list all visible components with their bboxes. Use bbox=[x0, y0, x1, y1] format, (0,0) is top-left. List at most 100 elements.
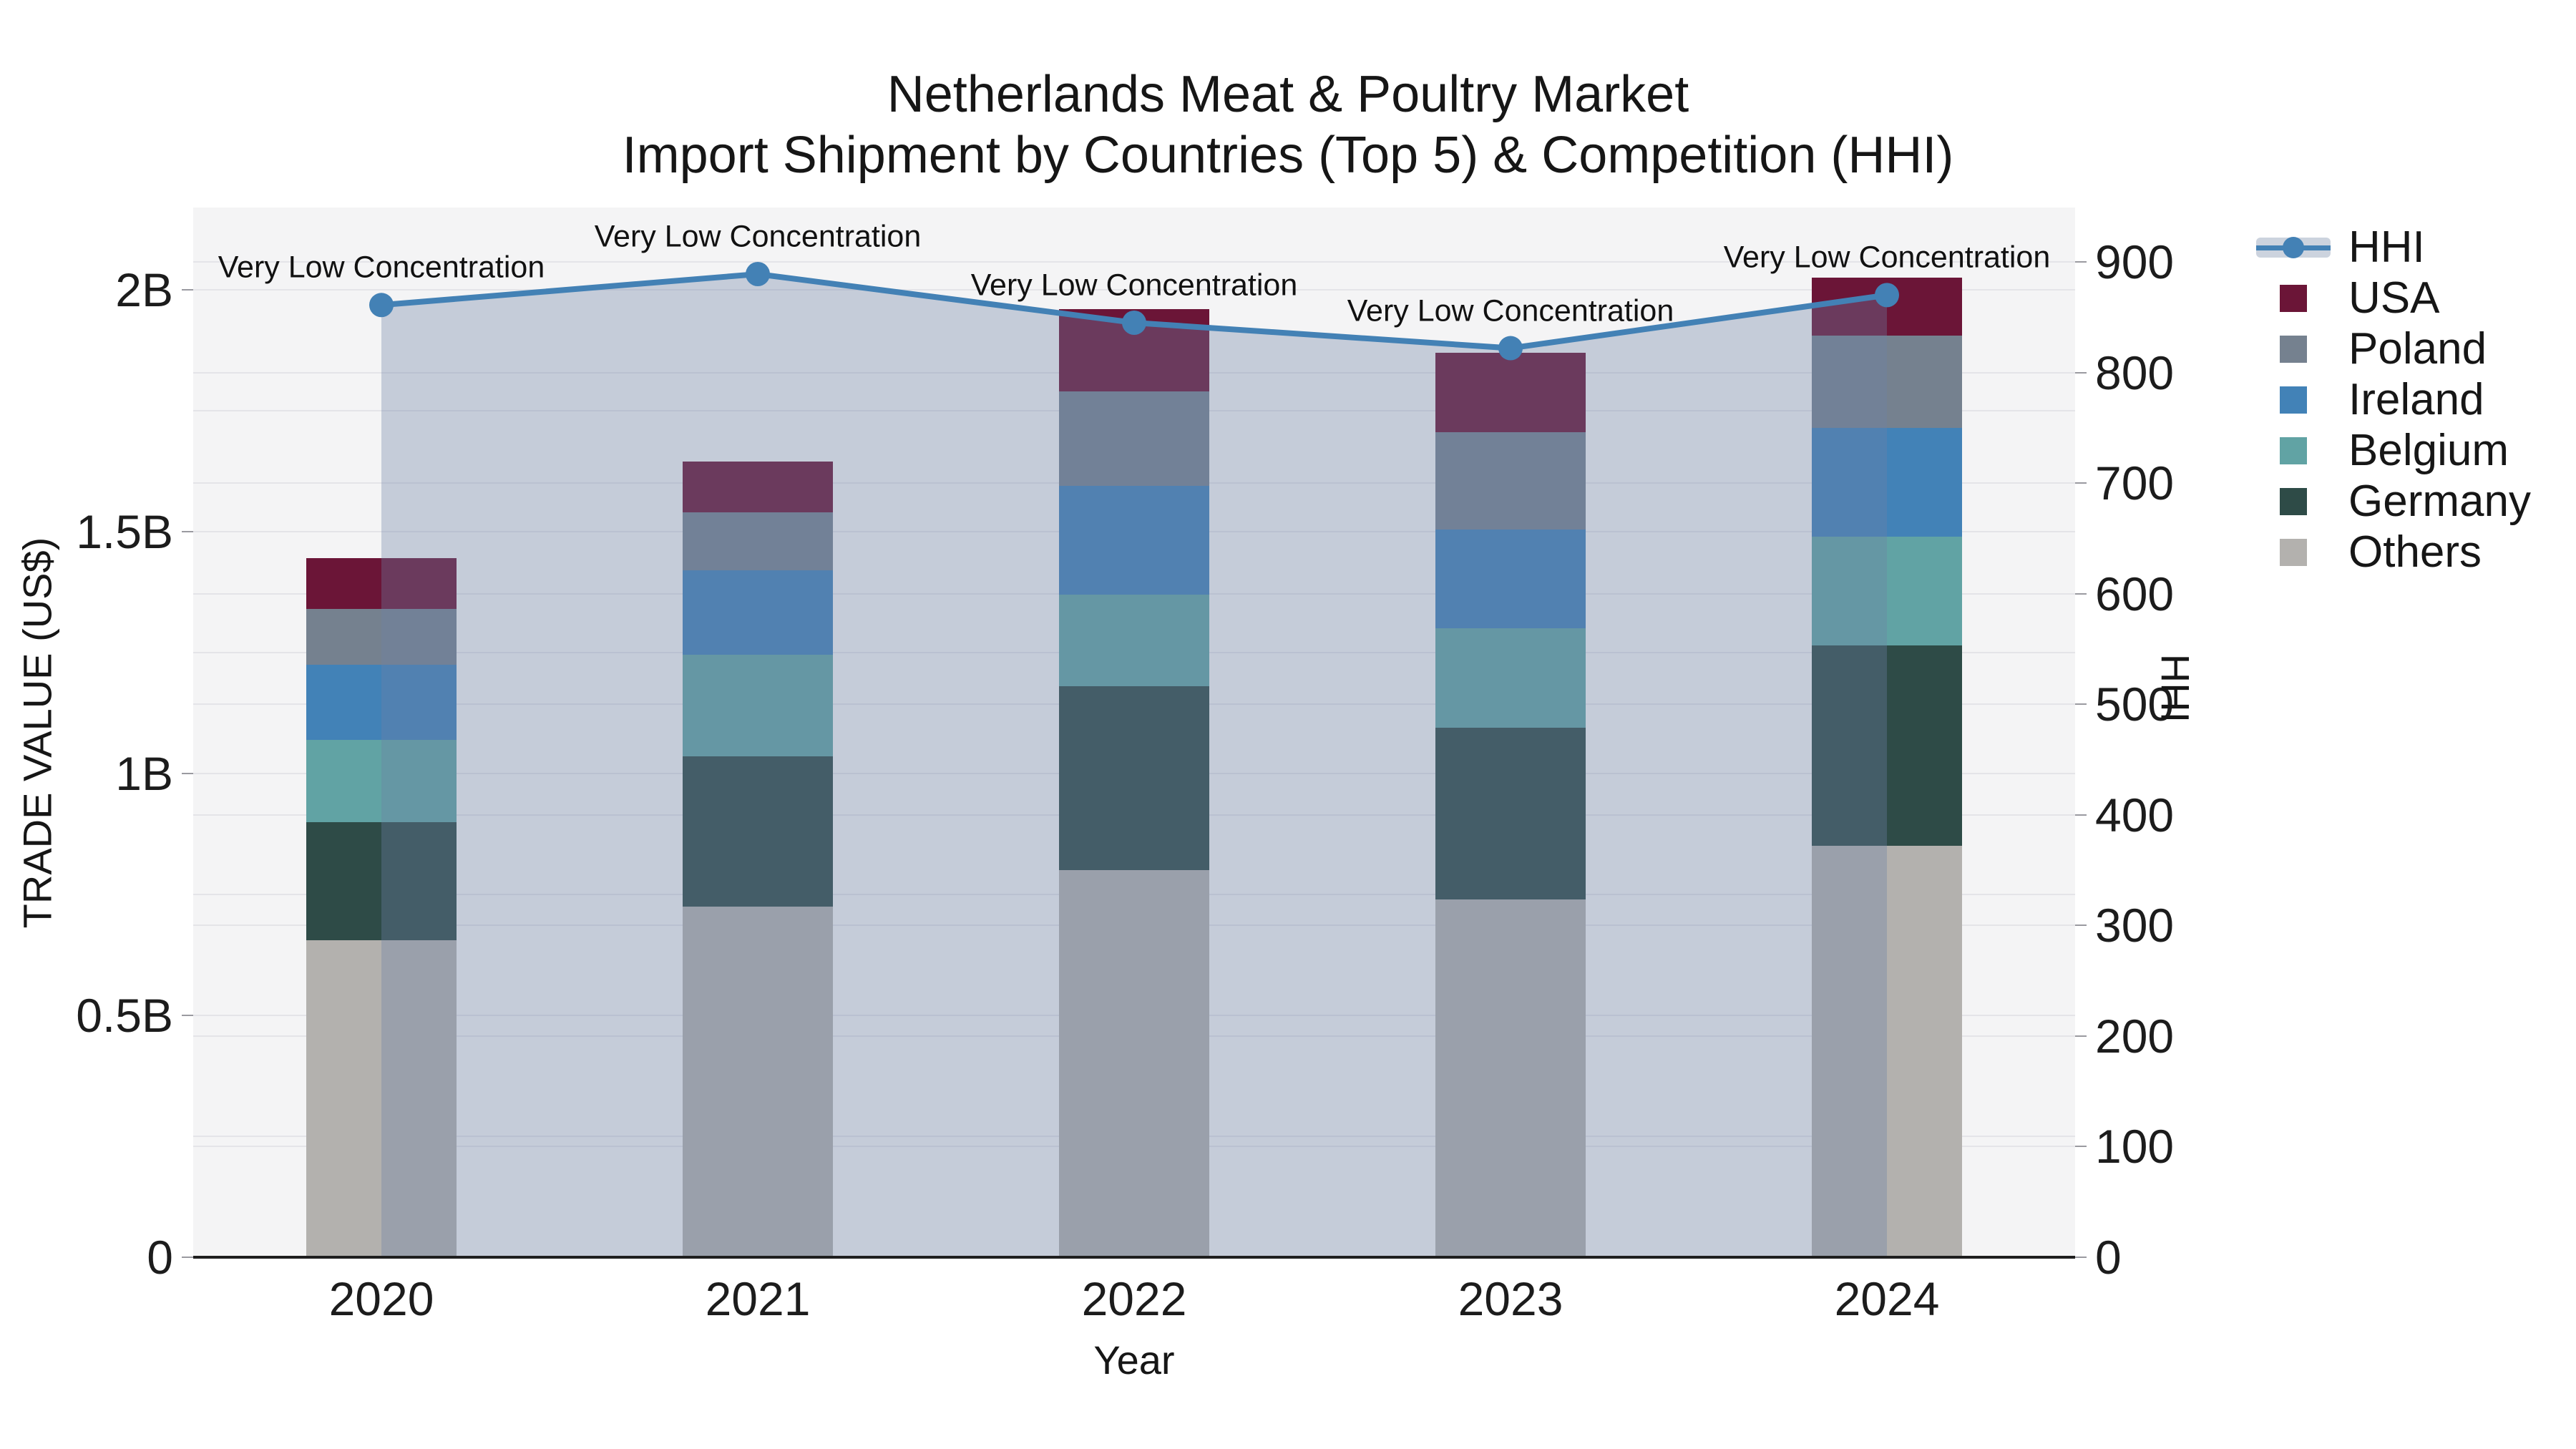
legend-swatch-color bbox=[2280, 487, 2307, 515]
legend-color-swatch bbox=[2254, 335, 2333, 363]
concentration-annotation: Very Low Concentration bbox=[218, 250, 545, 285]
hhi-marker-2020 bbox=[369, 293, 394, 318]
legend-hhi-area-sample bbox=[2256, 236, 2331, 258]
legend-label: Belgium bbox=[2348, 426, 2509, 475]
bar-segment-poland-2023 bbox=[1435, 432, 1586, 530]
x-tick-label: 2020 bbox=[328, 1272, 434, 1325]
legend-color-swatch bbox=[2254, 386, 2333, 414]
bar-segment-others-2022 bbox=[1059, 870, 1209, 1257]
hhi-marker-2022 bbox=[1122, 311, 1146, 336]
legend-label: Ireland bbox=[2348, 375, 2484, 424]
y-right-tickmark bbox=[2075, 371, 2087, 374]
y-right-tickmark bbox=[2075, 1257, 2087, 1258]
bar-segment-poland-2024 bbox=[1812, 336, 1962, 428]
y-left-tickmark bbox=[182, 1015, 193, 1016]
bar-segment-belgium-2024 bbox=[1812, 536, 1962, 645]
y-left-tick-label: 0 bbox=[147, 1231, 173, 1284]
y-right-tick-label: 0 bbox=[2095, 1231, 2122, 1284]
x-axis-title: Year bbox=[1093, 1337, 1175, 1382]
legend-hhi-marker-sample bbox=[2283, 236, 2304, 258]
concentration-annotation: Very Low Concentration bbox=[1723, 240, 2051, 275]
x-tick-label: 2022 bbox=[1081, 1272, 1187, 1325]
hhi-marker-2021 bbox=[746, 262, 770, 287]
gridline-right-axis bbox=[193, 261, 2075, 263]
y-left-tickmark bbox=[182, 1257, 193, 1258]
y-axis-title-left: TRADE VALUE (US$) bbox=[14, 537, 60, 928]
legend-label: Others bbox=[2348, 527, 2482, 577]
y-right-tick-label: 700 bbox=[2095, 457, 2175, 510]
y-left-tick-label: 2B bbox=[115, 263, 173, 316]
bar-segment-ireland-2021 bbox=[683, 570, 833, 655]
bar-segment-germany-2020 bbox=[306, 821, 457, 941]
legend-color-swatch bbox=[2254, 284, 2333, 312]
legend-item-belgium[interactable]: Belgium bbox=[2254, 425, 2531, 476]
legend-color-swatch bbox=[2254, 436, 2333, 464]
bar-segment-poland-2020 bbox=[306, 609, 457, 665]
chart-title-line2: Import Shipment by Countries (Top 5) & C… bbox=[622, 127, 1954, 184]
y-left-tickmark bbox=[182, 773, 193, 774]
bar-segment-germany-2024 bbox=[1812, 645, 1962, 847]
hhi-area-fill bbox=[381, 274, 1887, 1257]
bar-segment-poland-2021 bbox=[683, 512, 833, 571]
legend-color-swatch bbox=[2254, 487, 2333, 515]
bar-segment-others-2024 bbox=[1812, 846, 1962, 1257]
bar-segment-others-2021 bbox=[683, 906, 833, 1257]
chart-title-line1: Netherlands Meat & Poultry Market bbox=[887, 66, 1689, 123]
legend-item-usa[interactable]: USA bbox=[2254, 273, 2531, 323]
legend-swatch-color bbox=[2280, 538, 2307, 566]
legend-item-germany[interactable]: Germany bbox=[2254, 476, 2531, 527]
y-left-tick-label: 1B bbox=[115, 747, 173, 800]
y-right-tick-label: 800 bbox=[2095, 346, 2175, 399]
legend-item-hhi[interactable]: HHI bbox=[2254, 222, 2531, 273]
y-right-tickmark bbox=[2075, 592, 2087, 595]
hhi-marker-2023 bbox=[1498, 336, 1523, 361]
bar-segment-germany-2023 bbox=[1435, 727, 1586, 899]
y-left-tick-label: 0.5B bbox=[76, 989, 173, 1042]
bar-segment-ireland-2023 bbox=[1435, 529, 1586, 629]
bar-segment-belgium-2021 bbox=[683, 655, 833, 757]
bar-segment-ireland-2024 bbox=[1812, 427, 1962, 537]
legend-swatch-color bbox=[2280, 335, 2307, 363]
legend-color-swatch bbox=[2254, 538, 2333, 566]
bar-segment-usa-2021 bbox=[683, 461, 833, 512]
y-right-tickmark bbox=[2075, 703, 2087, 706]
concentration-annotation: Very Low Concentration bbox=[1347, 293, 1674, 328]
bar-segment-ireland-2020 bbox=[306, 664, 457, 740]
x-tick-label: 2024 bbox=[1834, 1272, 1940, 1325]
y-right-tick-label: 900 bbox=[2095, 235, 2175, 288]
x-tick-label: 2023 bbox=[1458, 1272, 1563, 1325]
bar-segment-usa-2023 bbox=[1435, 352, 1586, 433]
legend-item-poland[interactable]: Poland bbox=[2254, 323, 2531, 374]
bar-segment-germany-2022 bbox=[1059, 686, 1209, 871]
legend-swatch-color bbox=[2280, 436, 2307, 464]
bar-segment-belgium-2023 bbox=[1435, 628, 1586, 728]
legend-label: Germany bbox=[2348, 477, 2531, 526]
y-right-tickmark bbox=[2075, 814, 2087, 816]
bar-segment-belgium-2022 bbox=[1059, 594, 1209, 687]
y-right-tick-label: 600 bbox=[2095, 567, 2175, 620]
y-left-tickmark bbox=[182, 531, 193, 532]
bar-segment-others-2023 bbox=[1435, 899, 1586, 1257]
legend-swatch-color bbox=[2280, 386, 2307, 414]
legend-swatch-color bbox=[2280, 284, 2307, 312]
hhi-marker-2024 bbox=[1875, 283, 1899, 308]
legend-label: HHI bbox=[2348, 223, 2425, 272]
bar-segment-belgium-2020 bbox=[306, 739, 457, 822]
y-right-tickmark bbox=[2075, 482, 2087, 484]
y-left-tick-label: 1.5B bbox=[76, 505, 173, 558]
y-right-tickmark bbox=[2075, 261, 2087, 263]
x-tick-label: 2021 bbox=[705, 1272, 811, 1325]
y-right-tick-label: 500 bbox=[2095, 678, 2175, 731]
legend-item-others[interactable]: Others bbox=[2254, 527, 2531, 577]
concentration-annotation: Very Low Concentration bbox=[594, 219, 922, 254]
legend-label: Poland bbox=[2348, 324, 2487, 374]
legend-item-ireland[interactable]: Ireland bbox=[2254, 374, 2531, 425]
y-right-tick-label: 400 bbox=[2095, 788, 2175, 841]
y-right-tick-label: 200 bbox=[2095, 1009, 2175, 1063]
x-axis-line bbox=[193, 1256, 2075, 1259]
y-right-tick-label: 300 bbox=[2095, 899, 2175, 952]
legend-label: USA bbox=[2348, 273, 2440, 323]
bar-segment-germany-2021 bbox=[683, 756, 833, 907]
